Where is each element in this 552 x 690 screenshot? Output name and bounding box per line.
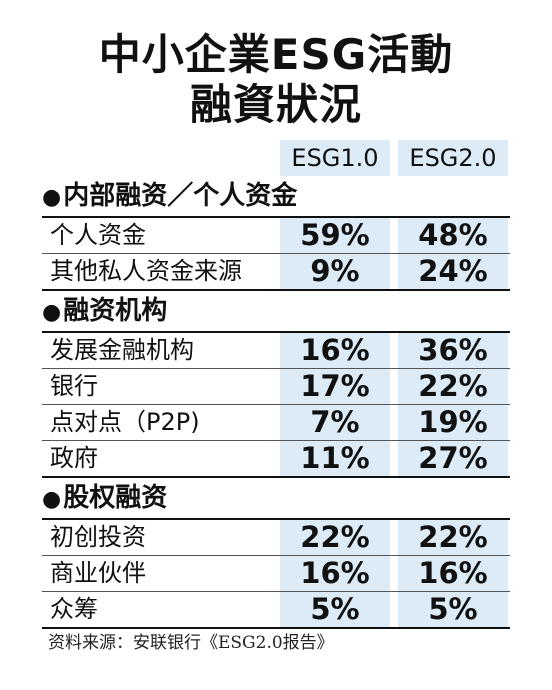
value-esg2: 16% <box>398 556 508 591</box>
source-note: 资料来源：安联银行《ESG2.0报告》 <box>48 633 334 653</box>
table-row: 众筹 5% 5% <box>42 592 510 629</box>
value-esg2: 5% <box>398 592 508 627</box>
chart-title-line-1: 中小企業ESG活動 <box>98 30 454 79</box>
value-esg1: 9% <box>280 254 390 289</box>
bullet-icon: ● <box>42 487 62 512</box>
column-header-esg2: ESG2.0 <box>398 140 508 176</box>
financing-table: ●内部融资／个人资金 个人资金 59% 48% 其他私人资金来源 9% 24% ●融资机构 发展… <box>42 176 510 629</box>
value-esg2: 48% <box>398 218 508 253</box>
value-esg1: 59% <box>280 218 390 253</box>
value-esg2: 19% <box>398 405 508 440</box>
value-esg2: 22% <box>398 369 508 404</box>
table-row: 银行 17% 22% <box>42 369 510 405</box>
value-esg1: 17% <box>280 369 390 404</box>
section-header: ●融资机构 <box>42 291 510 333</box>
table-row: 个人资金 59% 48% <box>42 218 510 254</box>
table-row: 初创投资 22% 22% <box>42 520 510 556</box>
table-row: 其他私人资金来源 9% 24% <box>42 254 510 291</box>
value-esg1: 11% <box>280 441 390 476</box>
bullet-icon: ● <box>42 300 62 325</box>
chart-title-line-2: 融資狀況 <box>189 80 362 129</box>
row-label: 银行 <box>50 372 98 400</box>
section-title: 内部融资／个人资金 <box>63 181 298 211</box>
value-esg1: 7% <box>280 405 390 440</box>
value-esg2: 24% <box>398 254 508 289</box>
row-label: 商业伙伴 <box>50 559 146 587</box>
section-header: ●内部融资／个人资金 <box>42 176 510 218</box>
section-title: 融资机构 <box>63 296 168 326</box>
row-label: 个人资金 <box>50 221 146 249</box>
bullet-icon: ● <box>42 185 62 210</box>
table-row: 发展金融机构 16% 36% <box>42 333 510 369</box>
row-label: 政府 <box>50 444 98 472</box>
row-label: 其他私人资金来源 <box>50 257 242 285</box>
row-label: 众筹 <box>50 595 98 623</box>
section-title: 股权融资 <box>63 483 168 513</box>
value-esg1: 22% <box>280 520 390 555</box>
row-label: 发展金融机构 <box>50 336 194 364</box>
value-esg1: 16% <box>280 333 390 368</box>
value-esg2: 36% <box>398 333 508 368</box>
value-esg1: 16% <box>280 556 390 591</box>
table-row: 政府 11% 27% <box>42 441 510 478</box>
value-esg2: 22% <box>398 520 508 555</box>
value-esg1: 5% <box>280 592 390 627</box>
value-esg2: 27% <box>398 441 508 476</box>
table-row: 点对点（P2P) 7% 19% <box>42 405 510 441</box>
section-header: ●股权融资 <box>42 478 510 520</box>
row-label: 初创投资 <box>50 523 146 551</box>
column-header-esg1: ESG1.0 <box>280 140 390 176</box>
table-row: 商业伙伴 16% 16% <box>42 556 510 592</box>
row-label: 点对点（P2P) <box>50 408 200 436</box>
